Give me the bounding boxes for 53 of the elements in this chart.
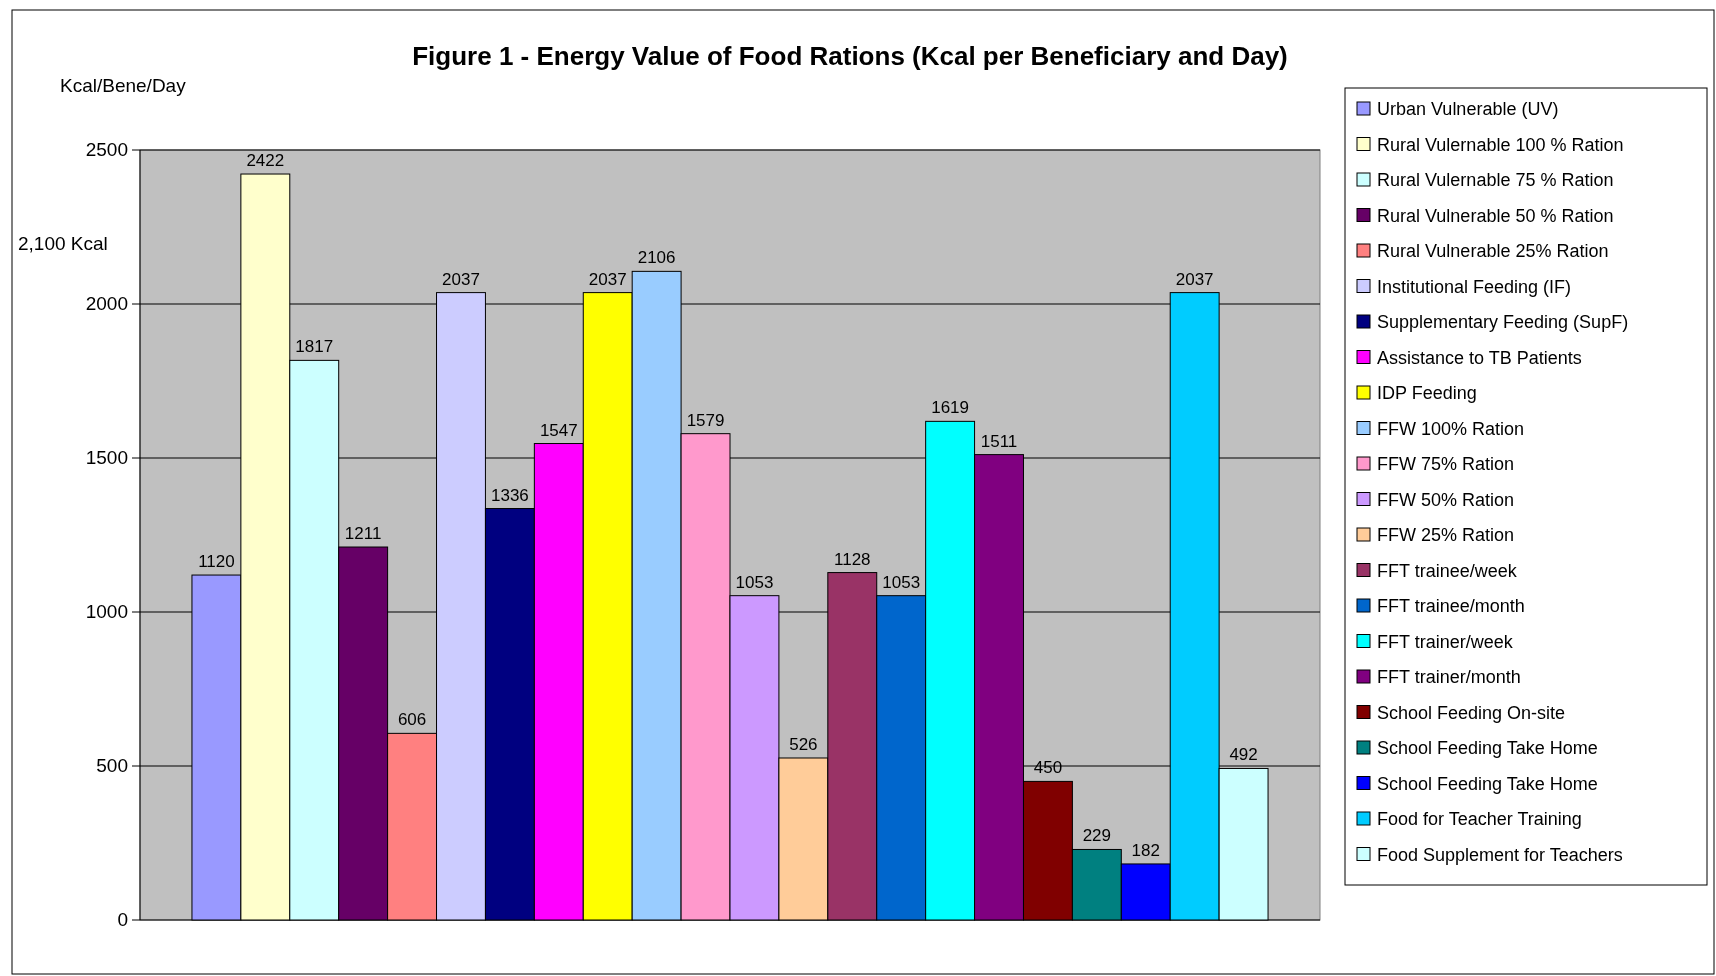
data-label: 2037 xyxy=(442,269,480,289)
data-label: 1211 xyxy=(344,524,382,544)
legend-label: FFT trainer/month xyxy=(1377,667,1521,687)
data-label: 1053 xyxy=(882,572,921,592)
y-tick-label: 500 xyxy=(96,755,128,776)
legend-label: School Feeding Take Home xyxy=(1377,738,1598,758)
legend-label: Rural Vulnerable 50 % Ration xyxy=(1377,205,1614,226)
data-label: 1619 xyxy=(931,398,970,418)
legend-label: School Feeding On-site xyxy=(1377,702,1566,723)
data-label: 1817 xyxy=(295,337,334,357)
legend-label: FFW 75% Ration xyxy=(1377,454,1515,474)
data-label: 606 xyxy=(397,710,427,730)
data-label: 2037 xyxy=(588,269,627,289)
y-tick-label: 2500 xyxy=(85,139,128,160)
legend-label: FFW 50% Ration xyxy=(1377,489,1515,510)
data-label: 1547 xyxy=(539,420,578,440)
legend-label: Food Supplement for Teachers xyxy=(1377,844,1623,865)
legend-label: FFW 100% Ration xyxy=(1377,418,1525,439)
data-label: 1579 xyxy=(686,410,725,430)
legend-label: FFT trainer/week xyxy=(1377,631,1514,652)
legend-label: Institutional Feeding (IF) xyxy=(1377,276,1572,297)
data-label: 450 xyxy=(1033,758,1063,778)
legend-label: School Feeding Take Home xyxy=(1377,773,1598,794)
legend-label: FFW 25% Ration xyxy=(1377,525,1515,545)
data-label: 1128 xyxy=(834,549,871,569)
legend-label: Rural Vulernable 100 % Ration xyxy=(1377,134,1624,155)
y-axis-title: Kcal/Bene/Day xyxy=(60,75,187,96)
y-tick-label: 0 xyxy=(117,909,128,930)
data-label: 2106 xyxy=(637,248,676,268)
data-label: 182 xyxy=(1131,840,1160,860)
data-label: 1336 xyxy=(490,485,529,505)
legend-label: FFT trainee/week xyxy=(1377,560,1518,581)
data-label: 1053 xyxy=(735,572,774,592)
legend-label: IDP Feeding xyxy=(1377,383,1477,403)
data-label: 1511 xyxy=(980,431,1018,451)
y-tick-label: 2000 xyxy=(85,293,128,314)
data-label: 229 xyxy=(1082,826,1112,846)
legend-label: Food for Teacher Training xyxy=(1377,809,1582,829)
legend-label: Assistance to TB Patients xyxy=(1377,347,1582,368)
chart-title: Figure 1 - Energy Value of Food Rations (Kcal per Beneficiary and Day) xyxy=(412,41,1288,71)
legend-label: Supplementary Feeding (SupF) xyxy=(1377,312,1629,332)
y-tick-label: 1500 xyxy=(85,447,128,468)
legend-label: Urban Vulnerable (UV) xyxy=(1377,99,1559,119)
data-label: 2422 xyxy=(246,151,285,171)
legend-label: FFT trainee/month xyxy=(1377,596,1525,616)
data-label: 2037 xyxy=(1175,269,1214,289)
text: 2,100 Kcal xyxy=(18,233,108,254)
data-label: 1120 xyxy=(198,552,235,572)
data-label: 492 xyxy=(1229,745,1258,765)
legend-label: Rural Vulernable 75 % Ration xyxy=(1377,170,1614,190)
legend-label: Rural Vulnerable 25% Ration xyxy=(1377,241,1609,261)
data-label: 526 xyxy=(789,734,818,754)
y-tick-label: 1000 xyxy=(85,601,128,622)
